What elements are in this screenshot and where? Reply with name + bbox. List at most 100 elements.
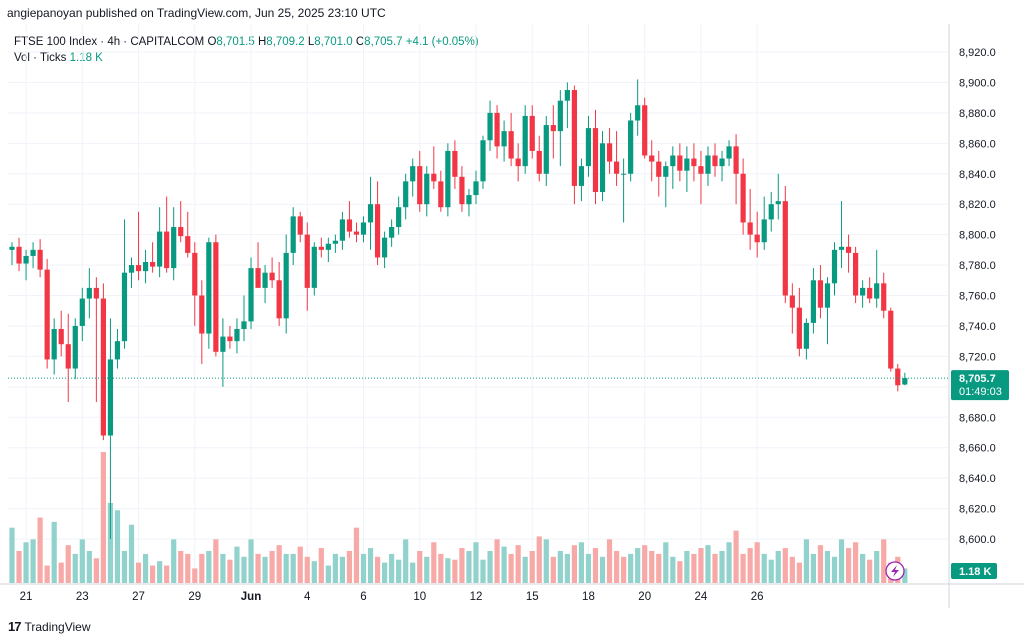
candle-body[interactable] xyxy=(121,272,128,342)
candle-body[interactable] xyxy=(403,181,409,208)
candle-body[interactable] xyxy=(185,236,191,253)
candle-body[interactable] xyxy=(803,322,809,349)
candle-body[interactable] xyxy=(360,222,367,235)
candle-body[interactable] xyxy=(374,204,381,258)
candle-body[interactable] xyxy=(691,158,697,167)
candle-body[interactable] xyxy=(487,112,493,141)
candle-body[interactable] xyxy=(9,246,15,250)
candle-body[interactable] xyxy=(768,204,774,220)
candle-body[interactable] xyxy=(529,115,535,151)
candle-body[interactable] xyxy=(311,246,317,288)
candle-body[interactable] xyxy=(107,359,114,436)
candle-body[interactable] xyxy=(227,336,233,342)
candle-body[interactable] xyxy=(86,287,92,299)
candle-body[interactable] xyxy=(824,283,831,308)
candle-body[interactable] xyxy=(389,227,395,238)
candle-body[interactable] xyxy=(649,155,655,162)
candle-body[interactable] xyxy=(51,328,57,360)
candle-body[interactable] xyxy=(599,143,606,193)
candle-body[interactable] xyxy=(206,242,212,334)
candle-body[interactable] xyxy=(220,336,226,352)
candle-body[interactable] xyxy=(304,234,310,288)
candle-body[interactable] xyxy=(438,181,444,208)
candle-body[interactable] xyxy=(606,143,613,162)
candle-body[interactable] xyxy=(199,295,205,334)
candle-body[interactable] xyxy=(16,246,22,264)
candle-body[interactable] xyxy=(445,150,451,208)
candle-body[interactable] xyxy=(895,368,901,386)
candle-body[interactable] xyxy=(255,268,261,288)
candle-body[interactable] xyxy=(810,280,817,323)
candle-body[interactable] xyxy=(578,166,585,186)
candle-body[interactable] xyxy=(58,328,64,345)
candle-body[interactable] xyxy=(712,155,718,167)
candle-body[interactable] xyxy=(613,161,620,174)
candle-body[interactable] xyxy=(726,146,732,159)
candle-body[interactable] xyxy=(698,166,704,174)
candle-body[interactable] xyxy=(747,222,753,235)
candle-body[interactable] xyxy=(473,181,479,196)
candle-body[interactable] xyxy=(44,269,50,360)
candle-body[interactable] xyxy=(663,166,669,177)
candle-body[interactable] xyxy=(796,307,802,349)
candle-body[interactable] xyxy=(114,341,121,360)
candle-body[interactable] xyxy=(213,242,219,352)
candle-body[interactable] xyxy=(733,146,739,174)
candle-body[interactable] xyxy=(100,298,106,436)
candle-body[interactable] xyxy=(719,158,725,167)
candle-body[interactable] xyxy=(171,227,177,269)
candle-body[interactable] xyxy=(431,173,437,182)
candle-body[interactable] xyxy=(234,328,240,342)
candle-body[interactable] xyxy=(72,325,78,369)
candle-body[interactable] xyxy=(902,378,908,385)
candle-body[interactable] xyxy=(157,231,163,267)
candle-body[interactable] xyxy=(564,90,570,101)
candle-body[interactable] xyxy=(705,155,711,174)
candle-body[interactable] xyxy=(424,173,430,205)
candle-body[interactable] xyxy=(269,272,275,281)
candle-body[interactable] xyxy=(874,283,880,299)
candle-body[interactable] xyxy=(248,268,254,322)
candle-body[interactable] xyxy=(128,265,135,273)
candle-body[interactable] xyxy=(37,249,43,270)
candle-body[interactable] xyxy=(508,131,514,159)
candle-body[interactable] xyxy=(332,240,338,244)
candle-body[interactable] xyxy=(740,173,746,223)
candle-body[interactable] xyxy=(860,287,866,296)
candle-body[interactable] xyxy=(831,249,838,284)
candle-body[interactable] xyxy=(290,216,296,253)
candle-body[interactable] xyxy=(592,128,599,193)
candle-body[interactable] xyxy=(501,131,507,147)
candle-body[interactable] xyxy=(30,249,36,256)
candle-body[interactable] xyxy=(150,262,156,267)
candle-body[interactable] xyxy=(241,321,247,329)
candle-body[interactable] xyxy=(684,158,690,171)
candle-body[interactable] xyxy=(164,231,170,269)
candle-body[interactable] xyxy=(656,161,662,177)
volume-label[interactable]: Vol · Ticks xyxy=(14,52,67,64)
candle-body[interactable] xyxy=(276,280,282,319)
candle-body[interactable] xyxy=(178,227,184,237)
candle-body[interactable] xyxy=(621,173,627,175)
candle-body[interactable] xyxy=(93,287,99,299)
candle-body[interactable] xyxy=(557,100,563,132)
candle-body[interactable] xyxy=(571,90,577,186)
candle-body[interactable] xyxy=(515,158,521,167)
candle-body[interactable] xyxy=(135,265,142,272)
candle-body[interactable] xyxy=(635,105,641,121)
candle-body[interactable] xyxy=(339,219,346,241)
candle-body[interactable] xyxy=(853,252,859,296)
candle-body[interactable] xyxy=(536,150,542,174)
candle-body[interactable] xyxy=(452,150,458,177)
candle-body[interactable] xyxy=(888,310,894,369)
candle-body[interactable] xyxy=(754,234,760,243)
candle-body[interactable] xyxy=(480,140,486,182)
candle-body[interactable] xyxy=(838,246,845,250)
candle-body[interactable] xyxy=(367,204,374,223)
candle-body[interactable] xyxy=(346,219,353,232)
candle-body[interactable] xyxy=(494,112,500,147)
symbol-label[interactable]: FTSE 100 Index · 4h · CAPITALCOM xyxy=(14,36,205,48)
candle-body[interactable] xyxy=(817,280,824,308)
candle-body[interactable] xyxy=(459,176,465,205)
